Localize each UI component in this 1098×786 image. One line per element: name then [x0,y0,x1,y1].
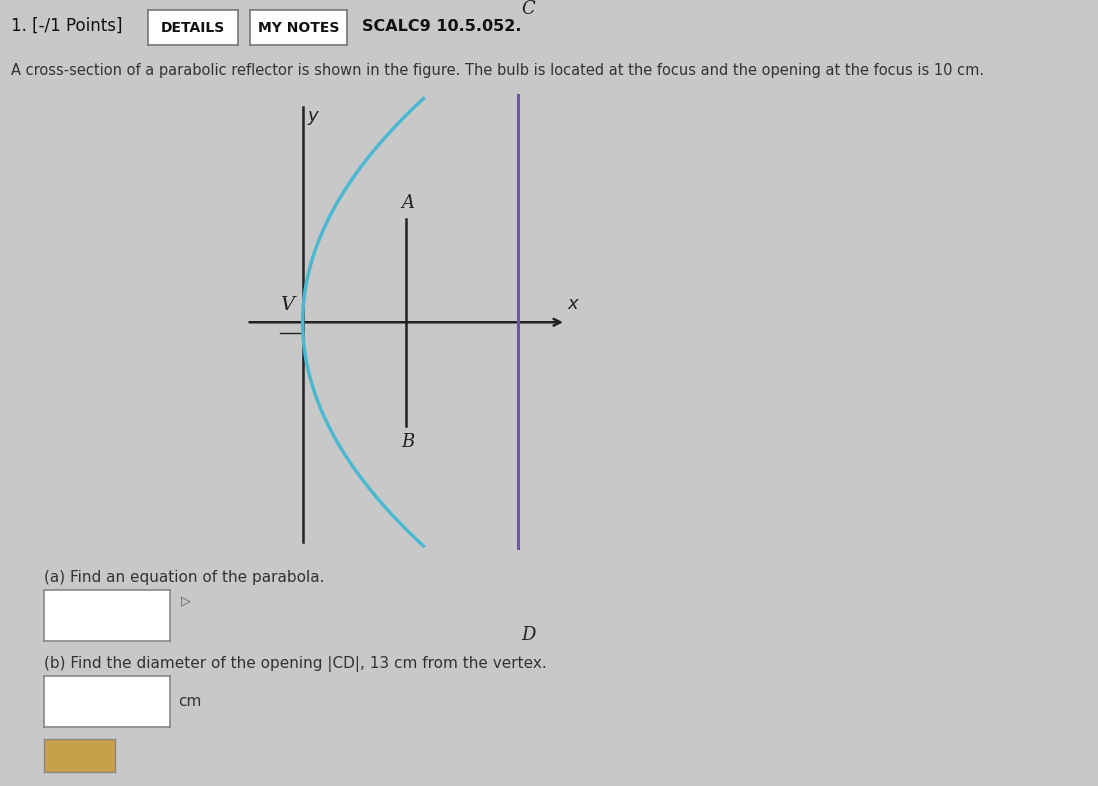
Text: A cross-section of a parabolic reflector is shown in the figure. The bulb is loc: A cross-section of a parabolic reflector… [11,63,984,79]
Text: SCALC9 10.5.052.: SCALC9 10.5.052. [362,19,522,35]
Text: D: D [522,626,536,644]
Text: MY NOTES: MY NOTES [258,20,339,35]
Text: C: C [522,1,535,18]
Text: x: x [568,295,579,313]
Text: (b) Find the diameter of the opening |CD|, 13 cm from the vertex.: (b) Find the diameter of the opening |CD… [44,656,547,672]
Text: V: V [280,296,294,314]
Text: A: A [402,194,415,212]
Text: DETAILS: DETAILS [161,20,225,35]
Text: B: B [402,433,415,451]
Text: cm: cm [178,693,201,709]
Text: ▷: ▷ [181,595,191,608]
Text: y: y [307,107,318,125]
Text: 1. [-/1 Points]: 1. [-/1 Points] [11,17,123,35]
Text: (a) Find an equation of the parabola.: (a) Find an equation of the parabola. [44,570,324,586]
